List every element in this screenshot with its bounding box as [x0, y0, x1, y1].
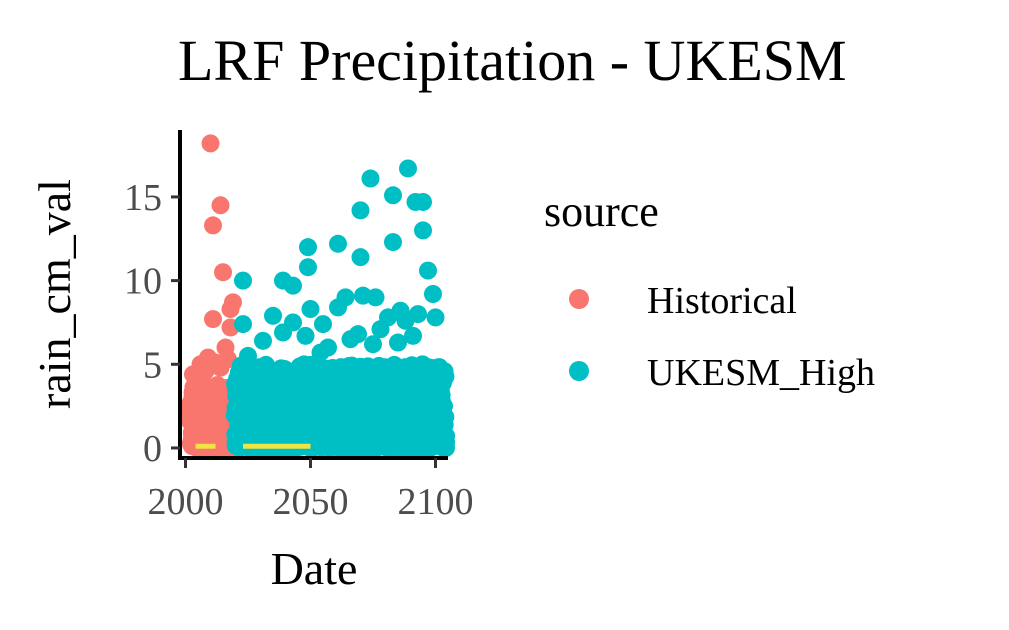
ukesm-high-point: [284, 276, 302, 295]
ukesm-high-point: [364, 335, 382, 354]
ukesm-high-point: [414, 221, 432, 240]
x-axis-ticks: 2000 2050 2100: [148, 458, 474, 523]
legend: source Historical UKESM_High: [544, 187, 875, 394]
legend-key-ukesm-high: [569, 361, 589, 381]
ukesm-high-point: [301, 300, 320, 319]
ukesm-high-point: [366, 288, 385, 307]
ukesm-high-point: [436, 407, 455, 426]
y-axis-ticks: 0 5 10 15: [124, 177, 180, 470]
historical-point: [214, 263, 232, 282]
legend-label-ukesm-high: UKESM_High: [647, 352, 875, 394]
legend-key-historical: [569, 289, 589, 309]
y-axis-title: rain_cm_val: [29, 179, 80, 409]
ukesm-high-point: [234, 315, 252, 334]
ukesm-high-point: [329, 234, 347, 253]
ukesm-high-point: [436, 367, 455, 386]
ukesm-high-point: [396, 311, 415, 330]
x-tick-label: 2100: [398, 481, 474, 523]
ukesm-high-point: [414, 192, 432, 211]
historical-point: [201, 134, 220, 153]
ukesm-high-point: [341, 330, 360, 349]
ukesm-high-point: [299, 238, 317, 257]
y-tick-label: 0: [143, 428, 162, 470]
x-tick-label: 2050: [273, 481, 349, 523]
ukesm-high-point: [426, 308, 445, 327]
ukesm-high-point: [371, 320, 390, 339]
legend-label-historical: Historical: [647, 280, 797, 322]
historical-point: [211, 196, 230, 215]
ukesm-high-point: [351, 201, 370, 220]
ukesm-high-point: [419, 261, 437, 280]
ukesm-high-point: [264, 306, 282, 325]
ukesm-high-point: [399, 159, 417, 178]
historical-point: [204, 310, 222, 329]
ukesm-high-point: [384, 186, 402, 205]
ukesm-high-point: [239, 346, 257, 365]
ukesm-high-point: [424, 285, 442, 303]
ukesm-high-point: [361, 169, 380, 188]
historical-point: [204, 216, 222, 235]
series-ukesm-high: [225, 159, 456, 457]
ukesm-high-point: [274, 323, 292, 342]
x-axis-title: Date: [271, 543, 358, 594]
ukesm-high-point: [436, 436, 455, 455]
chart-title: LRF Precipitation - UKESM: [178, 28, 847, 93]
y-tick-label: 10: [124, 261, 162, 303]
historical-point: [196, 361, 215, 380]
y-tick-label: 15: [124, 177, 162, 219]
y-tick-label: 5: [143, 344, 162, 386]
plot-area: [181, 134, 456, 457]
ukesm-high-point: [234, 271, 252, 290]
x-tick-label: 2000: [148, 481, 224, 523]
ukesm-high-point: [299, 258, 317, 277]
ukesm-high-point: [314, 315, 332, 334]
ukesm-high-point: [404, 326, 422, 345]
ukesm-high-point: [329, 298, 347, 317]
historical-point: [199, 348, 217, 367]
ukesm-high-point: [389, 333, 407, 352]
ukesm-high-point: [254, 331, 272, 350]
ukesm-high-point: [384, 233, 402, 252]
ukesm-high-point: [311, 343, 330, 362]
historical-point: [221, 300, 240, 319]
ukesm-high-point: [296, 326, 315, 345]
ukesm-high-point: [351, 248, 370, 267]
legend-title: source: [544, 187, 659, 236]
